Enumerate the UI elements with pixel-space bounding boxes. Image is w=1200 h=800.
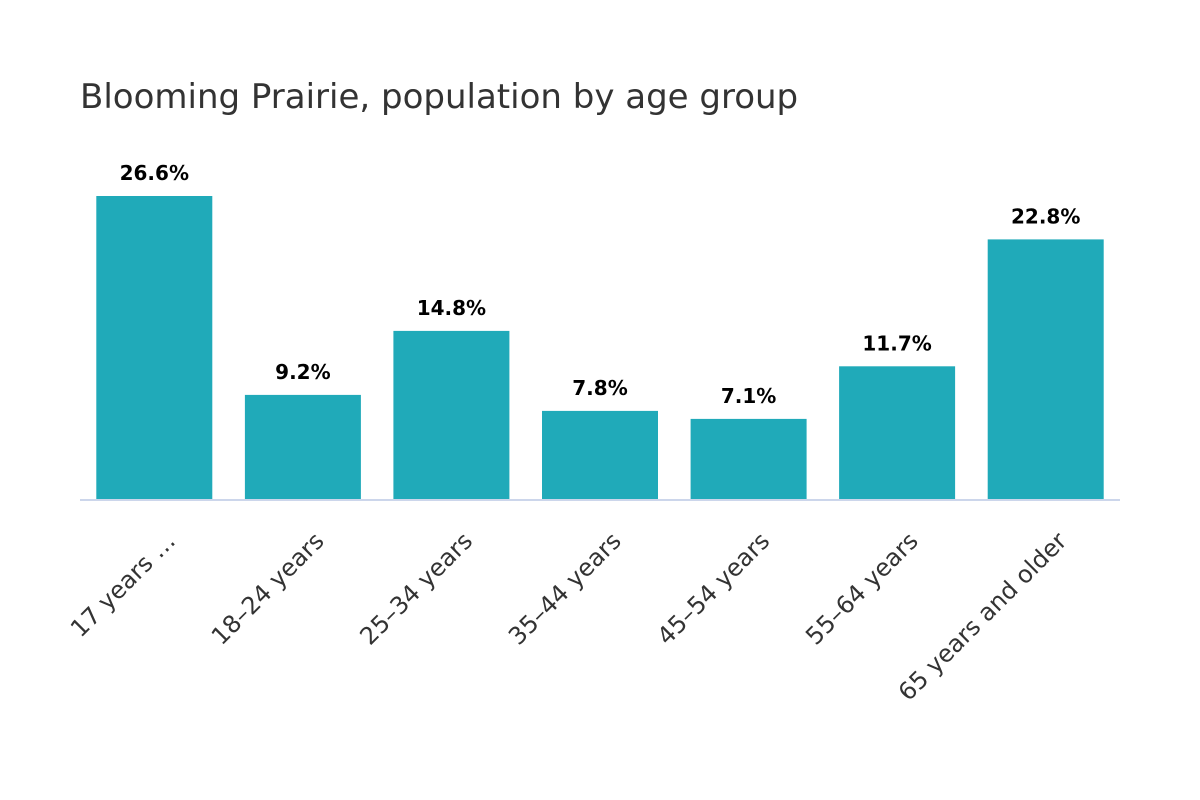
bar-3 [542,410,658,500]
bar-1 [244,394,361,500]
data-label-2: 14.8% [417,296,486,320]
bar-6 [987,239,1104,500]
bar-2 [393,330,510,500]
x-tick-label-5: 55–64 years [800,527,924,651]
x-tick-label-4: 45–54 years [652,527,776,651]
data-label-3: 7.8% [572,376,627,400]
data-label-6: 22.8% [1011,204,1080,228]
chart-title: Blooming Prairie, population by age grou… [80,77,798,117]
data-label-0: 26.6% [120,161,189,185]
x-tick-label-1: 18–24 years [206,527,330,651]
bar-4 [690,418,807,500]
data-label-4: 7.1% [721,384,776,408]
x-tick-label-0: 17 years … [65,527,181,643]
x-tick-label-6: 65 years and older [893,527,1073,707]
bar-5 [839,366,956,500]
x-tick-label-3: 35–44 years [503,527,627,651]
value-labels-group: 26.6% 9.2% 14.8% 7.8% 7.1% 11.7% 22.8% [120,161,1081,408]
bar-0 [96,196,213,500]
x-tick-labels-group: 17 years … 18–24 years 25–34 years 35–44 ye… [65,527,1072,707]
bars-group [96,196,1104,500]
data-label-1: 9.2% [275,360,330,384]
x-tick-label-2: 25–34 years [355,527,479,651]
data-label-5: 11.7% [862,331,931,355]
